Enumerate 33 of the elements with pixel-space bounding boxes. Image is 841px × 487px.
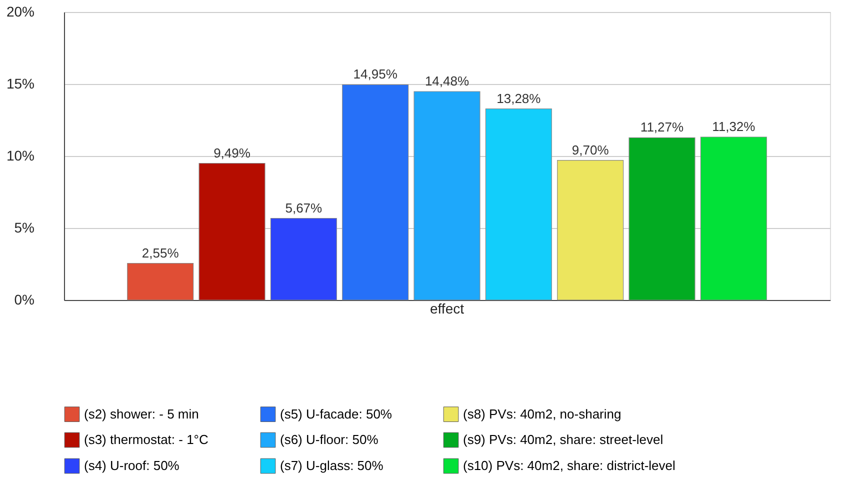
bar bbox=[342, 84, 409, 300]
y-tick-label: 5% bbox=[14, 220, 34, 236]
x-tick-label: effect bbox=[430, 300, 464, 316]
data-label: 13,28% bbox=[496, 90, 542, 106]
legend-label: (s3) thermostat: - 1°C bbox=[84, 432, 208, 447]
legend-label: (s8) PVs: 40m2, no-sharing bbox=[463, 406, 622, 422]
data-label: 11,32% bbox=[712, 118, 756, 134]
bar bbox=[270, 218, 337, 300]
legend-label: (s4) U-roof: 50% bbox=[84, 458, 180, 473]
bar bbox=[628, 137, 696, 300]
data-label: 9,70% bbox=[572, 142, 610, 158]
data-label: 2,55% bbox=[142, 245, 180, 260]
legend-label: (s7) U-glass: 50% bbox=[280, 458, 384, 473]
legend-label: (s6) U-floor: 50% bbox=[280, 432, 379, 447]
bar bbox=[127, 262, 194, 300]
bar bbox=[700, 136, 767, 300]
bar bbox=[557, 160, 624, 300]
y-tick-label: 20% bbox=[6, 4, 34, 20]
y-tick-label: 15% bbox=[6, 76, 34, 92]
bar bbox=[485, 108, 552, 300]
legend-label: (s10) PVs: 40m2, share: district-level bbox=[463, 458, 676, 473]
legend-label: (s2) shower: - 5 min bbox=[84, 406, 199, 422]
data-label: 11,27% bbox=[640, 120, 684, 135]
data-label: 5,67% bbox=[285, 200, 323, 216]
data-label: 14,95% bbox=[353, 66, 398, 82]
y-tick-label: 10% bbox=[6, 148, 34, 164]
bar bbox=[198, 163, 266, 300]
bar bbox=[414, 91, 480, 300]
legend-label: (s5) U-facade: 50% bbox=[280, 406, 392, 422]
data-label: 14,48% bbox=[424, 73, 470, 88]
legend-label: (s9) PVs: 40m2, share: street-level bbox=[463, 432, 664, 447]
y-tick-label: 0% bbox=[14, 292, 34, 308]
data-label: 9,49% bbox=[214, 145, 251, 160]
